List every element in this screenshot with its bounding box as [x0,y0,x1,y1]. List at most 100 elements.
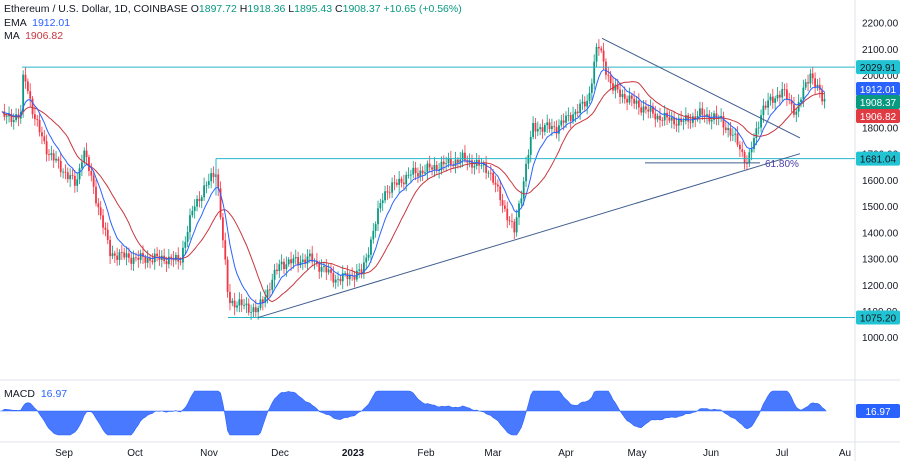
candle-body [254,307,257,313]
candle-body [802,87,805,100]
candle-body [536,128,539,132]
candle-body [539,127,542,129]
candle-body [619,89,621,97]
candles [3,39,826,320]
candle-body [226,259,229,292]
candle-body [170,256,173,259]
candle-body [440,161,443,171]
level-tag-label: 1681.04 [860,155,897,166]
candle-body [81,162,83,169]
y-tick-label: 1500.00 [862,202,899,213]
candle-body [212,173,215,177]
candle-body [128,253,130,258]
candle-body [746,163,748,164]
candle-body [144,256,147,263]
y-tick-label: 1000.00 [862,333,899,344]
high-value: 1918.36 [247,3,286,15]
candle-body [786,89,788,100]
candle-body [125,253,128,258]
candle-body [367,254,370,258]
macd-tag-label: 16.97 [865,407,890,418]
chart-legend-ma: MA 1906.82 [4,30,63,42]
candle-body [567,115,570,116]
level-tag [856,310,900,325]
candle-body [59,160,62,173]
y-tick-label: 2100.00 [862,45,899,56]
candle-body [360,269,363,273]
x-tick-label: Jun [703,448,719,459]
candle-body [5,116,8,118]
candle-body [795,111,798,115]
candle-body [236,305,238,308]
candle-body [73,175,76,186]
candle-body [106,229,109,240]
candle-body [167,256,170,265]
candle-body [583,101,586,107]
candle-body [513,221,516,233]
candle-body [278,264,281,272]
x-tick-label: 2023 [342,448,365,459]
candle-body [511,221,513,222]
candle-body [402,182,405,185]
candle-body [377,208,379,225]
candle-body [52,153,55,161]
candle-body [647,109,650,112]
candle-body [447,158,450,164]
candle-body [607,74,610,76]
candle-body [612,83,614,91]
candle-body [205,184,208,186]
candle-body [38,120,41,133]
candle-body [320,266,323,272]
candle-body [231,300,234,304]
candle-body [569,115,572,121]
candle-body [753,138,755,150]
candle-body [410,174,412,176]
candle-body [433,165,436,170]
candle-body [633,98,636,104]
candle-body [219,188,222,218]
candle-body [22,74,25,112]
candle-body [332,273,335,283]
candle-body [626,98,628,103]
candle-body [400,178,403,183]
x-tick-label: Apr [558,448,574,459]
candle-body [318,263,321,272]
candle-body [15,114,17,121]
candle-body [76,179,79,186]
candle-body [661,120,664,121]
candle-body [64,171,67,173]
candle-body [193,206,196,211]
candle-body [659,115,661,121]
x-tick-label: Feb [417,448,435,459]
candle-body [41,132,43,137]
candle-body [605,61,607,75]
candle-body [43,136,46,142]
candle-body [739,144,741,150]
candle-body [130,257,133,264]
candle-body [379,203,382,209]
candle-body [118,252,121,260]
candle-body [247,303,250,313]
candle-body [656,115,659,120]
candle-body [414,167,417,174]
candle-body [473,165,476,168]
candle-body [459,159,462,163]
price-tag-label: 1912.01 [860,85,897,96]
x-tick-label: Dec [271,448,289,459]
candle-body [313,260,316,262]
candle-body [243,305,245,306]
level-tag [856,151,900,166]
candle-body [316,260,318,264]
candle-body [710,119,713,122]
candle-body [811,73,814,79]
candle-body [151,260,154,263]
ma-value: 1906.82 [25,30,64,42]
fib-level-label: 61.80% [765,159,799,170]
candle-body [677,118,680,126]
candle-body [370,239,372,255]
candle-body [696,116,699,120]
candle-body [346,273,349,280]
macd-label: MACD [4,388,35,400]
candle-body [724,127,727,131]
